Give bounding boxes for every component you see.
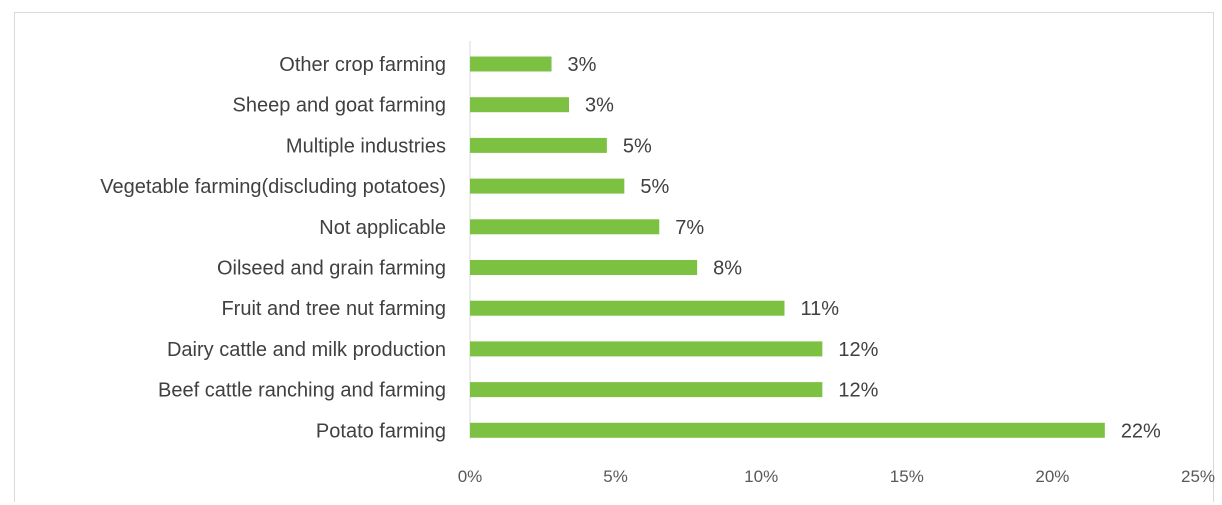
data-label: 3% xyxy=(585,95,614,117)
data-label: 12% xyxy=(838,339,878,361)
category-label: Sheep and goat farming xyxy=(233,95,447,117)
data-label: 11% xyxy=(800,298,839,320)
category-label: Not applicable xyxy=(319,217,446,239)
bar xyxy=(470,219,660,235)
data-label: 8% xyxy=(713,258,742,280)
data-label: 7% xyxy=(675,217,704,239)
category-label: Fruit and tree nut farming xyxy=(221,298,446,320)
bar xyxy=(470,382,823,398)
bar xyxy=(470,137,607,153)
data-label: 5% xyxy=(623,135,652,157)
bar xyxy=(470,300,785,316)
bar xyxy=(470,178,625,194)
bar xyxy=(470,341,823,357)
x-tick-label: 5% xyxy=(603,467,628,486)
category-label: Oilseed and grain farming xyxy=(217,258,446,280)
bar xyxy=(470,97,570,113)
category-label: Other crop farming xyxy=(279,54,446,76)
x-tick-label: 0% xyxy=(458,467,483,486)
x-tick-label: 20% xyxy=(1035,467,1069,486)
x-tick-label: 15% xyxy=(890,467,924,486)
bar xyxy=(470,260,698,275)
category-label: Potato farming xyxy=(316,420,446,442)
x-tick-label: 10% xyxy=(744,467,778,486)
data-label: 3% xyxy=(568,54,597,76)
category-label: Vegetable farming(discluding potatoes) xyxy=(100,176,446,198)
category-label: Dairy cattle and milk production xyxy=(167,339,446,361)
chart-area: Other crop farming 3% Sheep and goat farmi… xyxy=(14,12,1215,502)
bar xyxy=(470,56,552,72)
data-label: 12% xyxy=(838,380,878,402)
data-label: 5% xyxy=(640,176,669,198)
bar xyxy=(470,422,1105,438)
x-tick-label: 25% xyxy=(1181,467,1215,486)
category-label: Beef cattle ranching and farming xyxy=(158,380,446,402)
data-label: 22% xyxy=(1121,420,1161,442)
category-label: Multiple industries xyxy=(286,135,446,157)
bar-chart: Other crop farming 3% Sheep and goat farmi… xyxy=(100,41,1215,486)
